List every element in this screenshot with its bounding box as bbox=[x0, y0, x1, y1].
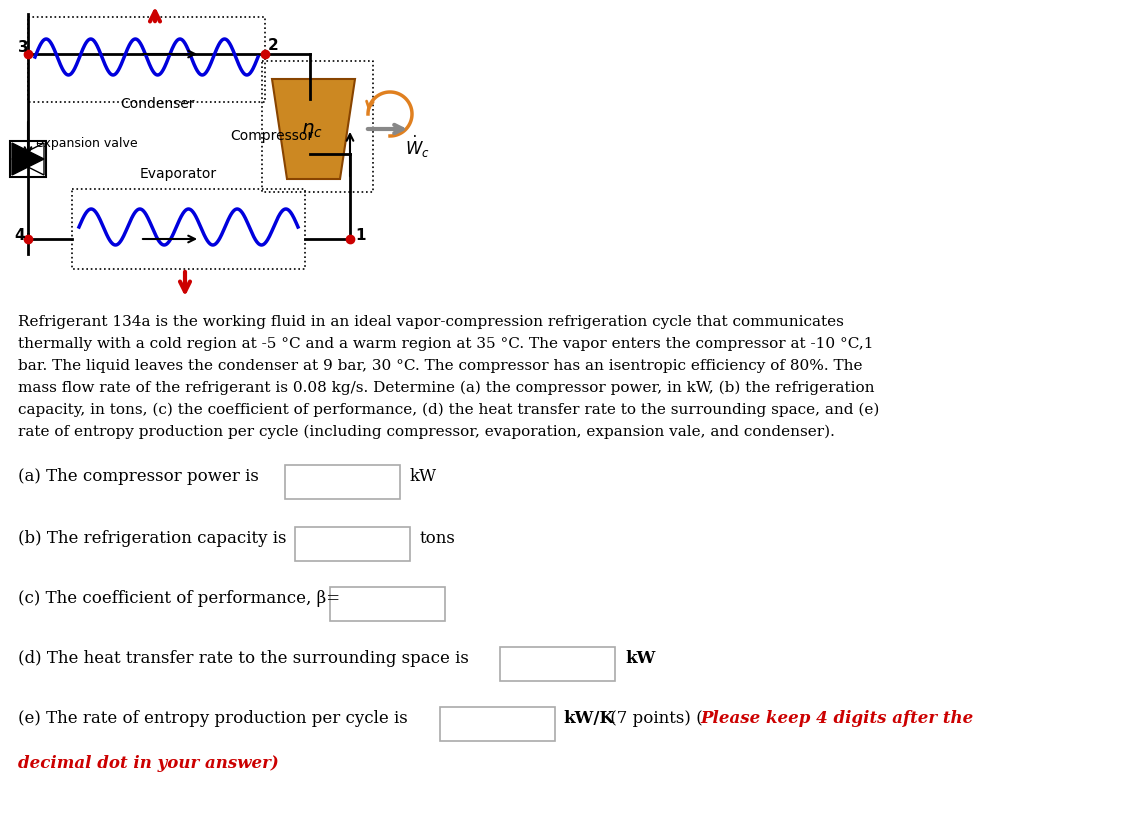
Text: bar. The liquid leaves the condenser at 9 bar, 30 °C. The compressor has an isen: bar. The liquid leaves the condenser at … bbox=[18, 359, 863, 373]
Text: expansion valve: expansion valve bbox=[36, 137, 138, 150]
Text: 1: 1 bbox=[355, 228, 365, 242]
Text: tons: tons bbox=[420, 529, 456, 546]
Text: kW: kW bbox=[625, 649, 655, 666]
Text: Please keep 4 digits after the: Please keep 4 digits after the bbox=[700, 709, 973, 726]
Text: (7 points) (: (7 points) ( bbox=[605, 709, 703, 726]
FancyBboxPatch shape bbox=[330, 587, 445, 622]
Text: kW/K: kW/K bbox=[563, 709, 614, 726]
Text: decimal dot in your answer): decimal dot in your answer) bbox=[18, 754, 279, 771]
Text: rate of entropy production per cycle (including compressor, evaporation, expansi: rate of entropy production per cycle (in… bbox=[18, 424, 835, 439]
Polygon shape bbox=[272, 80, 355, 180]
Text: 3: 3 bbox=[18, 40, 28, 55]
Text: kW: kW bbox=[410, 468, 437, 484]
Text: (c) The coefficient of performance, β=: (c) The coefficient of performance, β= bbox=[18, 590, 340, 606]
Text: 4: 4 bbox=[14, 228, 25, 242]
Text: mass flow rate of the refrigerant is 0.08 kg/s. Determine (a) the compressor pow: mass flow rate of the refrigerant is 0.0… bbox=[18, 381, 874, 395]
Text: $\dot{W}_c$: $\dot{W}_c$ bbox=[405, 133, 430, 160]
Text: $\eta_c$: $\eta_c$ bbox=[301, 120, 323, 139]
FancyBboxPatch shape bbox=[285, 465, 400, 500]
Text: (a) The compressor power is: (a) The compressor power is bbox=[18, 468, 259, 484]
Text: 2: 2 bbox=[268, 38, 279, 53]
FancyBboxPatch shape bbox=[294, 527, 410, 561]
FancyBboxPatch shape bbox=[440, 707, 555, 741]
Text: Condenser: Condenser bbox=[121, 97, 194, 111]
Text: Evaporator: Evaporator bbox=[140, 167, 217, 181]
Text: (d) The heat transfer rate to the surrounding space is: (d) The heat transfer rate to the surrou… bbox=[18, 649, 468, 666]
FancyBboxPatch shape bbox=[500, 647, 615, 681]
Text: Compressor: Compressor bbox=[230, 129, 313, 143]
Text: thermally with a cold region at -5 °C and a warm region at 35 °C. The vapor ente: thermally with a cold region at -5 °C an… bbox=[18, 337, 873, 351]
Text: (b) The refrigeration capacity is: (b) The refrigeration capacity is bbox=[18, 529, 287, 546]
Text: (e) The rate of entropy production per cycle is: (e) The rate of entropy production per c… bbox=[18, 709, 408, 726]
Text: Refrigerant 134a is the working fluid in an ideal vapor-compression refrigeratio: Refrigerant 134a is the working fluid in… bbox=[18, 314, 844, 328]
Polygon shape bbox=[13, 144, 44, 176]
Text: capacity, in tons, (c) the coefficient of performance, (d) the heat transfer rat: capacity, in tons, (c) the coefficient o… bbox=[18, 402, 879, 417]
